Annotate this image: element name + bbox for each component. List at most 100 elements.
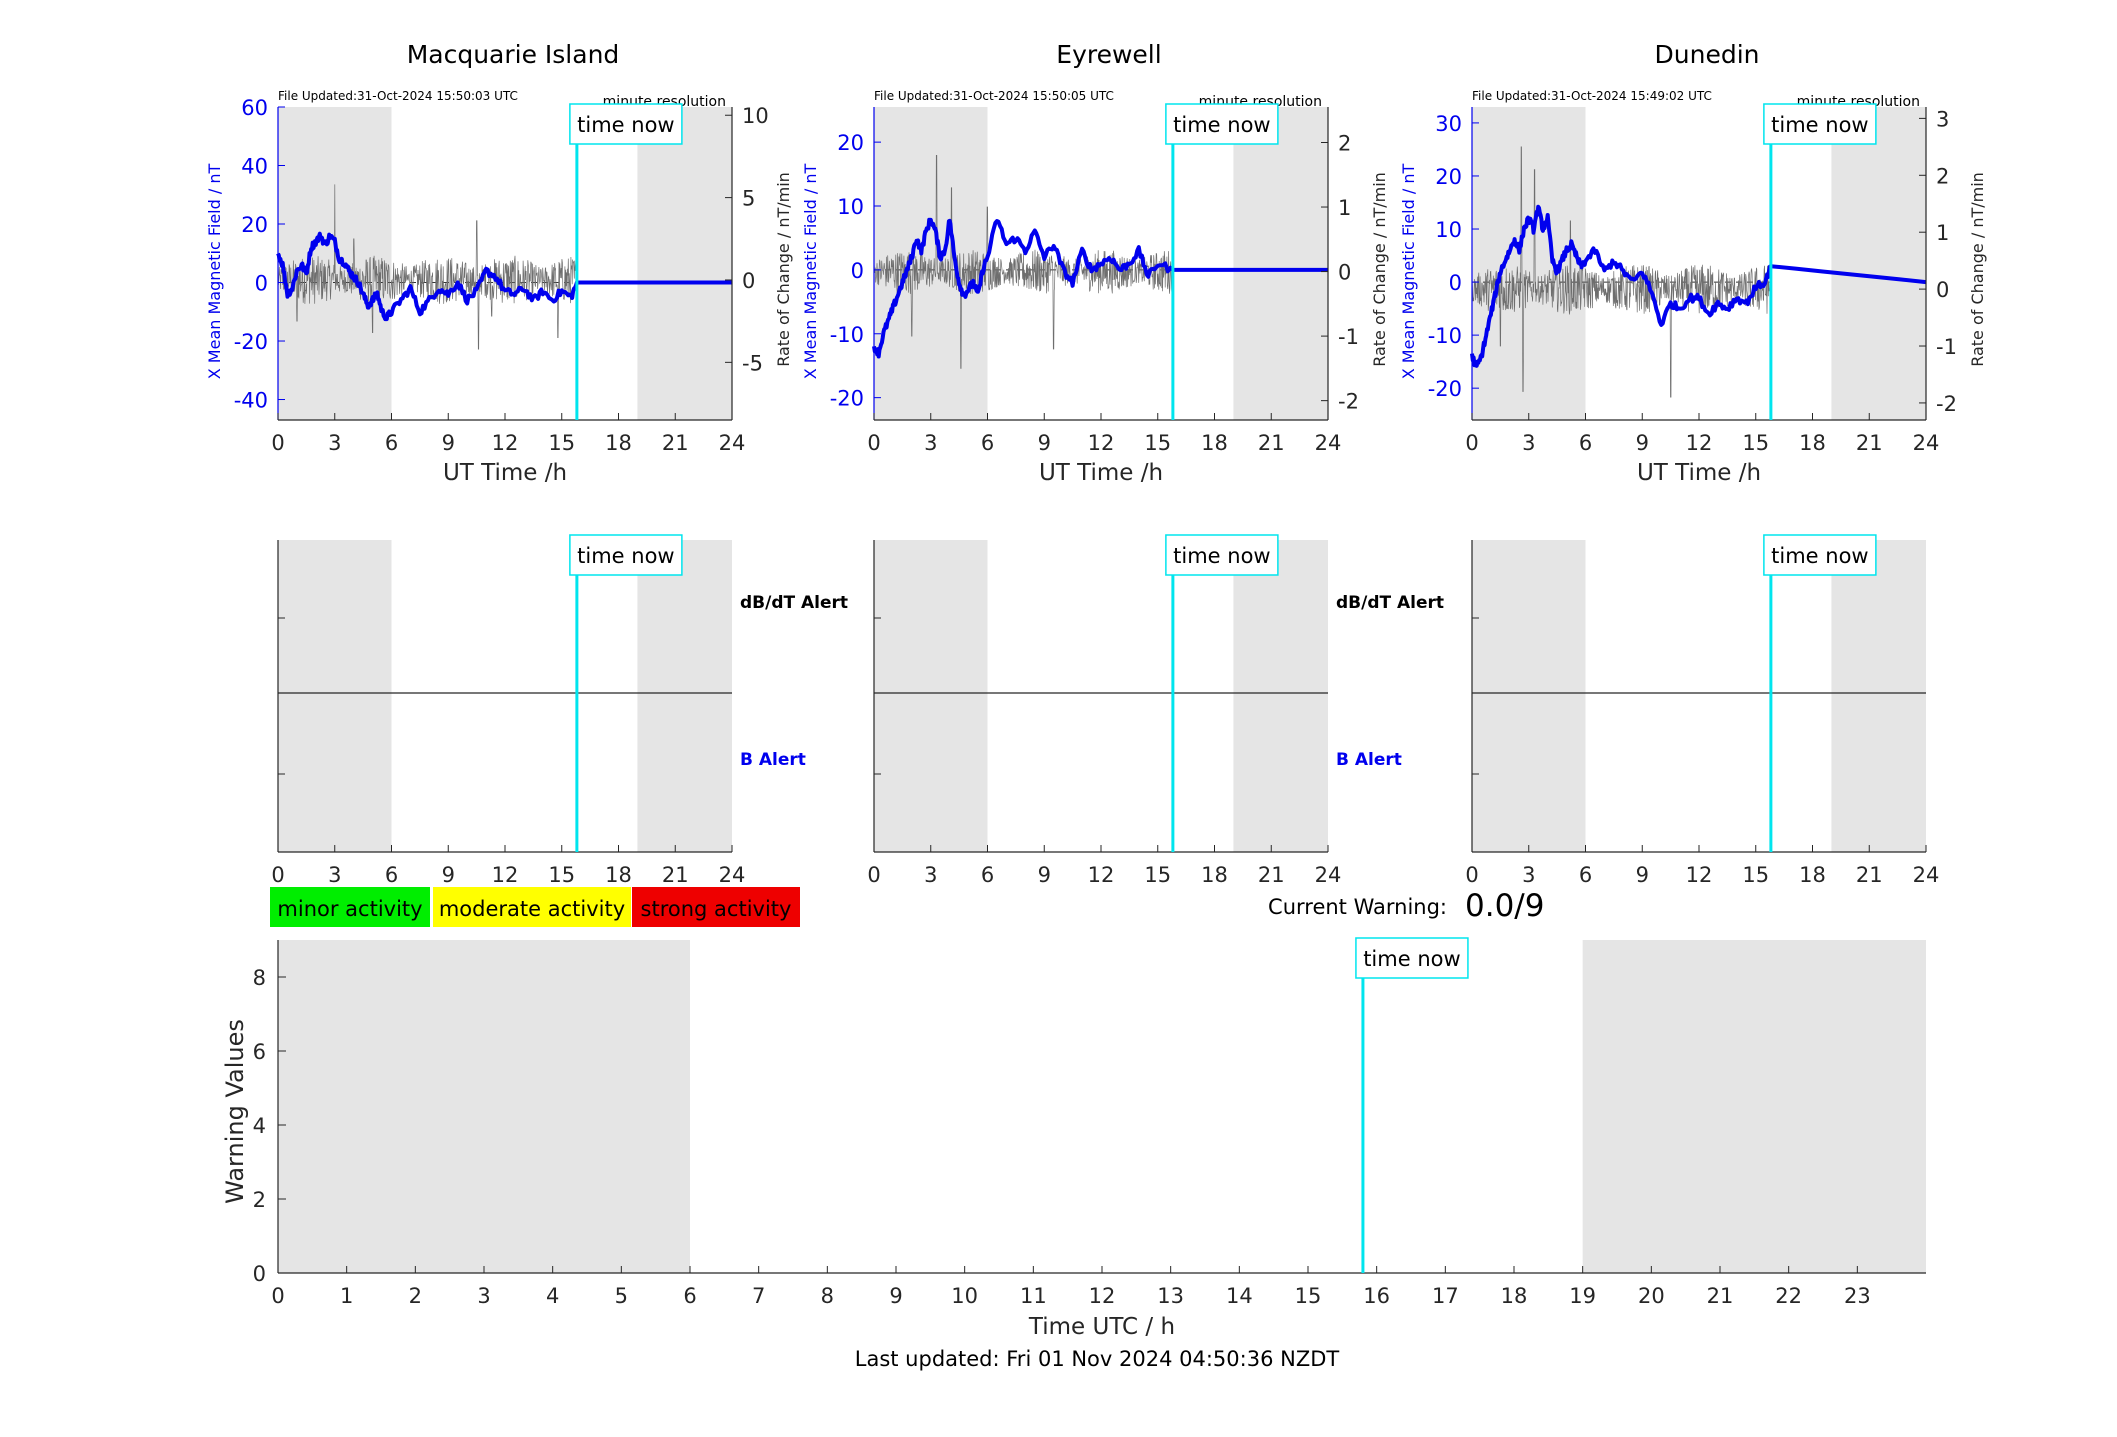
mag-chart-3-y-right-tick-label: 1 [1936,221,1949,245]
warning-chart-x-tick-label: 19 [1569,1284,1596,1308]
warning-chart-xlabel: Time UTC / h [1028,1314,1175,1340]
alert-chart-2: 0 3 6 9 12 15 18 21 24 dB/dT Alert B Alert time now [867,534,1444,887]
alert-chart-2-b-alert-label: B Alert [1336,750,1402,770]
mag-chart-2-title: Eyrewell [1056,40,1161,69]
mag-chart-2-x-tick-label: 9 [1038,431,1051,455]
warning-chart-x-tick-label: 16 [1363,1284,1390,1308]
alert-chart-1-x-tick-label: 9 [442,863,455,887]
alert-chart-2-x-tick-label: 3 [924,863,937,887]
mag-chart-3-night-band-1 [1831,107,1926,420]
activity-legend: minor activity moderate activity strong … [270,887,800,927]
alert-chart-1-time-now-label: time now [577,544,674,568]
mag-chart-2-y-left-tick-label: 20 [837,131,864,155]
mag-chart-2-x-tick-label: 18 [1201,431,1228,455]
alert-chart-2-night-band-1 [1233,540,1328,852]
alert-chart-2-x-tick-label: 24 [1315,863,1342,887]
warning-chart-x-tick-label: 22 [1775,1284,1802,1308]
mag-chart-2-x-tick-label: 24 [1315,431,1342,455]
alert-chart-1-time-now-box [569,534,683,576]
alert-chart-3-x-tick-label: 0 [1465,863,1478,887]
warning-chart: 0 1 2 3 4 5 6 7 8 9 10 11 12 13 14 15 16 17 18 19 20 21 22 2302… [221,937,1926,1340]
warning-chart-y-tick-label: 4 [253,1114,266,1138]
alert-chart-2-time-now-box [1165,534,1279,576]
alert-chart-2-x-tick-label: 15 [1144,863,1171,887]
mag-chart-3-y-right-tick-label: 3 [1936,107,1949,131]
warning-chart-x-tick-label: 23 [1844,1284,1871,1308]
current-warning-value: 0.0/9 [1465,888,1544,924]
warning-chart-x-tick-label: 1 [340,1284,353,1308]
mag-chart-2-y-left-tick-label: -20 [830,387,864,411]
alert-chart-1-x-tick-label: 24 [719,863,746,887]
mag-chart-3-ylabel-right: Rate of Change / nT/min [1968,172,1987,367]
mag-chart-1-y-right-tick-label: 5 [742,187,755,211]
mag-chart-2-x-tick-label: 21 [1258,431,1285,455]
warning-chart-x-tick-label: 3 [477,1284,490,1308]
alert-chart-3-time-now-label: time now [1771,544,1868,568]
mag-chart-2-y-right-tick-label: -2 [1338,390,1359,414]
warning-chart-ylabel: Warning Values [221,1019,249,1204]
mag-chart-3-ylabel-left: X Mean Magnetic Field / nT [1399,164,1418,380]
mag-chart-3-time-now-label: time now [1771,113,1868,137]
mag-chart-1-x-tick-label: 24 [719,431,746,455]
mag-chart-3-y-left-tick-label: -20 [1428,377,1462,401]
mag-chart-3-night-band-0 [1472,107,1586,420]
mag-chart-2-night-band-1 [1233,107,1328,420]
warning-chart-x-tick-label: 6 [683,1284,696,1308]
alert-chart-3-x-tick-label: 9 [1636,863,1649,887]
mag-chart-2-y-right-tick-label: -1 [1338,325,1359,349]
alert-chart-3-night-band-1 [1831,540,1926,852]
minor-activity-swatch [270,887,430,927]
alert-chart-3: 0 3 6 9 12 15 18 21 24 time now [1465,534,1940,887]
warning-chart-x-tick-label: 17 [1432,1284,1459,1308]
mag-chart-2-y-right-tick-label: 2 [1338,131,1351,155]
alert-chart-2-x-tick-label: 12 [1088,863,1115,887]
mag-chart-1-x-field-line [276,231,732,322]
mag-chart-2-x-tick-label: 0 [867,431,880,455]
mag-chart-1-time-now-box [569,103,683,145]
alert-chart-3-x-tick-label: 12 [1686,863,1713,887]
mag-chart-2-ylabel-left: X Mean Magnetic Field / nT [801,164,820,380]
alert-chart-3-x-tick-label: 24 [1913,863,1940,887]
mag-chart-1-file-updated: File Updated:31-Oct-2024 15:50:03 UTC [278,89,518,103]
mag-chart-1-title: Macquarie Island [407,40,620,69]
alert-chart-3-x-tick-label: 18 [1799,863,1826,887]
moderate-activity-label: moderate activity [439,897,625,921]
mag-chart-2-time-now-box [1165,103,1279,145]
strong-activity-swatch [632,887,800,927]
mag-chart-1-x-tick-label: 6 [385,431,398,455]
mag-chart-2: 0 3 6 9 12 15 18 21 24-20-1001020-2-1012Eyrewell… [801,40,1389,486]
mag-chart-3-x-tick-label: 3 [1522,431,1535,455]
alert-chart-3-x-tick-label: 6 [1579,863,1592,887]
warning-chart-x-tick-label: 11 [1020,1284,1047,1308]
mag-chart-1-x-tick-label: 21 [662,431,689,455]
alert-chart-3-night-band-0 [1472,540,1586,852]
warning-chart-x-tick-label: 10 [951,1284,978,1308]
alert-chart-1-x-tick-label: 15 [548,863,575,887]
mag-chart-2-y-left-tick-label: -10 [830,323,864,347]
mag-chart-1-x-tick-label: 12 [492,431,519,455]
mag-chart-1-y-left-tick-label: 40 [241,155,268,179]
mag-chart-1-x-tick-label: 0 [271,431,284,455]
current-warning-label: Current Warning: [1268,895,1447,919]
mag-chart-3-y-left-tick-label: 0 [1449,271,1462,295]
warning-chart-y-tick-label: 8 [253,966,266,990]
mag-chart-2-x-tick-label: 3 [924,431,937,455]
mag-chart-1-y-left-tick-label: -20 [234,330,268,354]
mag-chart-1-x-tick-label: 15 [548,431,575,455]
alert-chart-3-x-tick-label: 15 [1742,863,1769,887]
alert-chart-1-x-tick-label: 6 [385,863,398,887]
warning-chart-x-tick-label: 9 [889,1284,902,1308]
mag-chart-2-xlabel: UT Time /h [1039,460,1163,486]
moderate-activity-swatch [433,887,631,927]
alert-chart-1-night-band-0 [278,540,392,852]
mag-chart-3-y-left-tick-label: -10 [1428,324,1462,348]
mag-chart-2-y-right-tick-label: 0 [1338,261,1351,285]
alert-chart-1-x-tick-label: 12 [492,863,519,887]
alert-chart-2-time-now-label: time now [1173,544,1270,568]
mag-chart-2-time-now-label: time now [1173,113,1270,137]
mag-chart-3-y-right-tick-label: -1 [1936,335,1957,359]
mag-chart-1-rate-of-change-line [277,184,578,350]
alert-chart-3-x-tick-label: 3 [1522,863,1535,887]
mag-chart-1-y-right-tick-label: 0 [742,269,755,293]
mag-chart-1-ylabel-right: Rate of Change / nT/min [774,172,793,367]
